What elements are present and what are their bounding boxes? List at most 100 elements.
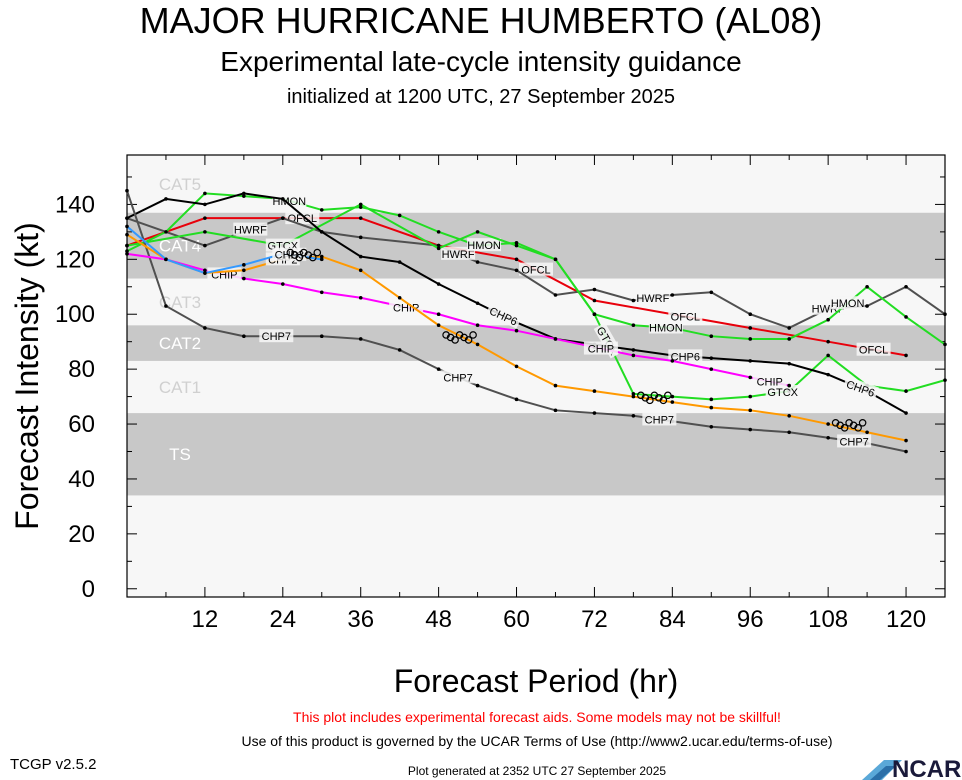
series-tag-bg <box>837 434 872 448</box>
x-tick-label: 48 <box>425 606 452 633</box>
series-tag-bg <box>272 193 307 207</box>
data-point-chp7 <box>436 367 441 371</box>
data-point-gtcx <box>475 230 480 234</box>
data-point-chp2 <box>631 394 636 399</box>
data-point-chp7 <box>709 424 714 429</box>
data-point-hwrf <box>748 312 753 317</box>
label-cluster-mark <box>308 253 317 262</box>
series-tag-bg <box>389 300 424 314</box>
series-tag-text: CHIP <box>393 302 419 314</box>
init-time: initialized at 1200 UTC, 27 September 20… <box>286 86 675 108</box>
series-tag-bg <box>642 412 677 426</box>
data-point-chp7 <box>125 188 129 193</box>
series-tag-chp6: CHP6 <box>668 349 703 363</box>
data-point-gtcx <box>592 312 597 317</box>
data-point-chp2 <box>436 323 441 328</box>
series-tag-text: CHIP <box>588 344 614 356</box>
data-point-hwrf <box>281 216 285 220</box>
data-point-hwrf <box>358 235 363 240</box>
chart-title: MAJOR HURRICANE HUMBERTO (AL08) <box>139 0 823 41</box>
data-point-chp6 <box>242 191 246 196</box>
data-point-gtcx <box>436 246 441 251</box>
data-point-chip <box>436 312 441 317</box>
series-tag-bg <box>259 329 294 343</box>
data-point-hmon <box>358 205 363 209</box>
x-tick-label: 36 <box>347 606 374 633</box>
data-point-chp2 <box>242 268 246 273</box>
data-point-dshp <box>242 263 246 267</box>
data-point-chp6 <box>826 372 830 377</box>
series-tag-hwrf: HWRF <box>441 246 476 261</box>
x-tick-label: 84 <box>659 606 686 633</box>
data-point-dshp <box>319 257 324 262</box>
data-point-chp6 <box>164 197 168 201</box>
data-point-chp7 <box>203 326 207 330</box>
data-point-chp2 <box>358 268 363 273</box>
data-point-chp2 <box>865 430 869 435</box>
series-tag-bg <box>272 247 307 261</box>
data-point-chip <box>748 375 753 380</box>
data-point-chp6 <box>203 202 207 207</box>
data-point-hmon <box>436 230 441 234</box>
data-point-chip <box>709 367 714 371</box>
chart-subtitle: Experimental late-cycle intensity guidan… <box>220 46 742 77</box>
series-tag-chp7: CHP7 <box>441 370 476 384</box>
series-tag-text: CHP7 <box>443 372 472 384</box>
terms-text: Use of this product is governed by the U… <box>241 733 833 749</box>
series-tag-bg <box>668 349 703 363</box>
data-point-chip <box>125 252 129 256</box>
data-point-chp7 <box>748 427 753 432</box>
data-point-chp7 <box>475 383 480 388</box>
data-point-gtcx <box>904 389 908 393</box>
data-point-chip <box>475 323 480 328</box>
data-point-chp7 <box>592 411 597 415</box>
data-point-chp6 <box>358 254 363 259</box>
series-tag-bg <box>467 238 502 252</box>
data-point-chp6 <box>436 282 441 286</box>
data-point-hmon <box>709 334 714 338</box>
series-tag-bg <box>635 290 670 304</box>
data-point-chp2 <box>787 414 791 418</box>
data-point-chp2 <box>748 408 753 413</box>
series-tag-bg <box>233 222 268 236</box>
series-tag-text: HWRF <box>234 225 267 237</box>
data-point-chip <box>514 328 519 333</box>
data-point-chp2 <box>670 400 675 404</box>
data-point-chp7 <box>553 408 558 413</box>
series-tag-text: CHP6 <box>671 351 700 363</box>
series-tag-text: HWRF <box>636 293 669 305</box>
data-point-chp6 <box>319 230 324 234</box>
y-tick-label: 140 <box>55 191 95 218</box>
x-tick-label: 12 <box>192 606 219 633</box>
series-tag-chp7: CHP7 <box>642 412 677 426</box>
series-tag-chp7: CHP7 <box>259 329 294 343</box>
series-tag-bg <box>668 309 703 323</box>
data-point-chp6 <box>125 216 129 220</box>
data-point-dshp <box>125 224 129 229</box>
series-tag-bg <box>441 246 476 260</box>
data-point-ofcl <box>904 353 908 358</box>
series-tag-bg <box>285 211 320 225</box>
data-point-ofcl <box>748 326 753 330</box>
disclaimer-text: This plot includes experimental forecast… <box>293 709 781 725</box>
data-point-chp2 <box>475 342 480 347</box>
data-point-hmon <box>319 208 324 212</box>
series-tag-text: CHP7 <box>262 331 291 343</box>
data-point-hmon <box>242 194 246 198</box>
data-point-chp7 <box>358 337 363 341</box>
ncar-logo-text: NCAR <box>892 756 961 780</box>
data-point-hmon <box>164 230 168 234</box>
data-point-chip <box>281 282 285 286</box>
data-point-chp2 <box>319 254 324 259</box>
data-point-chp2 <box>592 389 597 393</box>
label-cluster-mark <box>840 423 849 432</box>
data-point-chip <box>670 359 675 363</box>
series-tag-text: HMON <box>649 322 683 334</box>
data-point-gtcx <box>125 243 129 248</box>
series-tag-chp7: CHP7 <box>837 434 872 448</box>
data-point-hmon <box>514 241 519 245</box>
x-axis-label: Forecast Period (hr) <box>394 663 679 699</box>
series-group: OFCLOFCLOFCLOFCLHWRFHWRFHWRFHWRFHMONHMON… <box>125 188 947 454</box>
data-point-hwrf <box>865 304 869 308</box>
